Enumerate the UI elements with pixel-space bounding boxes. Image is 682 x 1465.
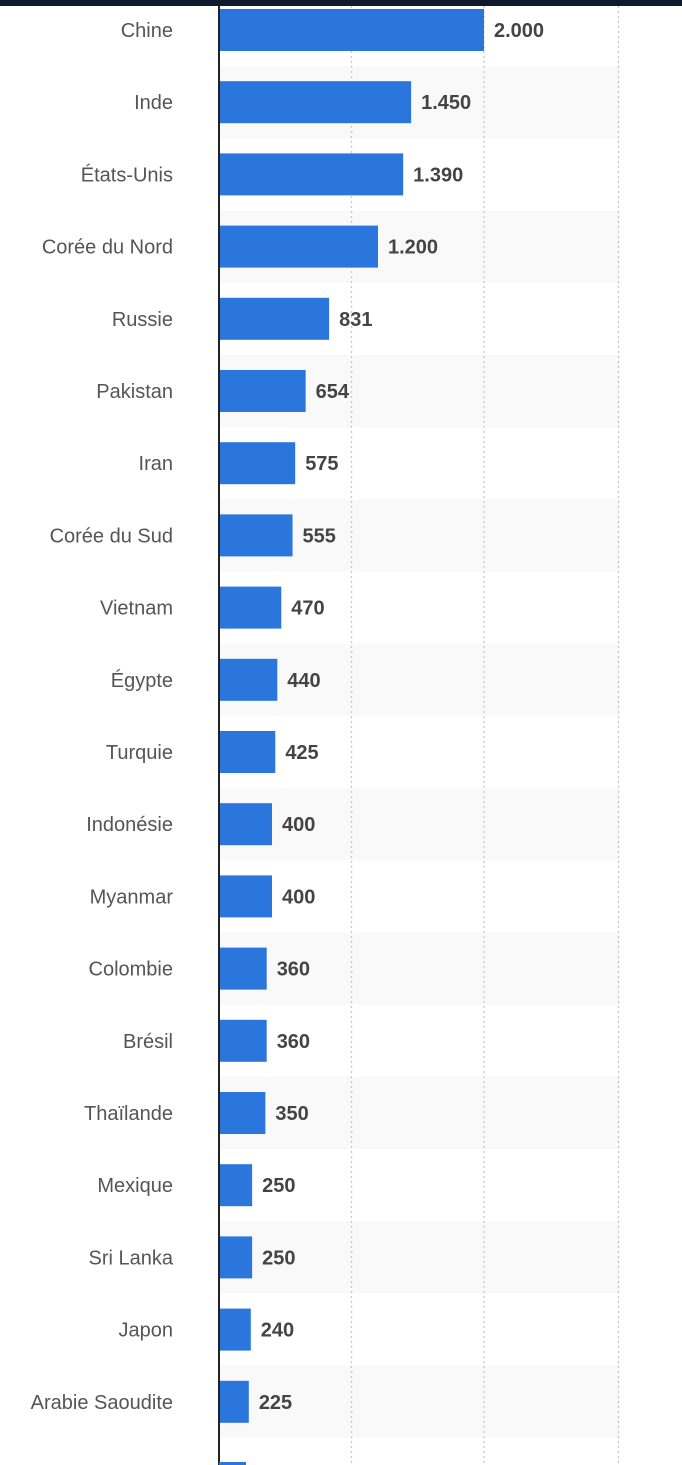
- bar-17: [219, 1236, 253, 1279]
- value-label-18: 240: [261, 1320, 294, 1342]
- category-label-13: Colombie: [89, 959, 173, 981]
- category-label-16: Mexique: [97, 1175, 173, 1197]
- value-label-1: 1.450: [421, 92, 471, 114]
- category-label-0: Chine: [121, 20, 173, 42]
- row-stripe: [219, 1076, 620, 1150]
- category-label-17: Sri Lanka: [89, 1247, 174, 1269]
- bars: [219, 9, 484, 1423]
- bar-10: [219, 731, 276, 773]
- category-label-10: Turquie: [106, 742, 173, 764]
- category-label-6: Iran: [139, 453, 173, 475]
- value-label-13: 360: [277, 959, 310, 981]
- bar-11: [219, 803, 272, 846]
- bar-18: [219, 1308, 251, 1351]
- value-label-0: 2.000: [494, 20, 544, 42]
- category-label-3: Corée du Nord: [42, 237, 173, 259]
- category-label-1: Inde: [134, 92, 173, 114]
- category-label-7: Corée du Sud: [50, 525, 173, 547]
- bar-4: [219, 297, 330, 340]
- value-label-6: 575: [305, 453, 338, 475]
- category-label-4: Russie: [112, 309, 173, 331]
- category-labels: Chine Inde États-Unis Corée du Nord Russie Pa…: [31, 20, 174, 1414]
- value-label-5: 654: [316, 381, 350, 403]
- bar-9: [219, 658, 278, 701]
- row-stripe: [219, 1221, 620, 1294]
- bar-2: [219, 153, 404, 196]
- category-label-15: Thaïlande: [84, 1103, 173, 1125]
- value-label-14: 360: [277, 1031, 310, 1053]
- bar-0: [219, 9, 484, 51]
- value-labels: 2.000 1.450 1.390 1.200 831 654 575 555 470 440 42…: [259, 20, 544, 1414]
- category-label-12: Myanmar: [90, 886, 174, 908]
- category-label-19: Arabie Saoudite: [31, 1392, 173, 1414]
- row-stripe: [219, 932, 620, 1005]
- bar-16: [219, 1164, 253, 1207]
- category-label-5: Pakistan: [96, 381, 173, 403]
- bar-7: [219, 514, 293, 557]
- category-label-11: Indonésie: [86, 814, 173, 836]
- value-label-12: 400: [282, 886, 315, 908]
- bar-19: [219, 1380, 249, 1423]
- value-label-10: 425: [285, 742, 318, 764]
- bar-5: [219, 370, 306, 412]
- bar-12: [219, 875, 272, 918]
- bar-8: [219, 586, 282, 629]
- category-label-8: Vietnam: [100, 598, 173, 620]
- value-label-7: 555: [303, 525, 336, 547]
- category-label-14: Brésil: [123, 1031, 173, 1053]
- gridlines: [350, 6, 620, 1465]
- value-label-2: 1.390: [413, 164, 463, 186]
- value-label-16: 250: [262, 1175, 295, 1197]
- bar-1: [219, 81, 412, 124]
- bar-15: [219, 1092, 266, 1134]
- row-stripes: [219, 66, 620, 1438]
- row-stripe: [219, 1365, 620, 1438]
- value-label-9: 440: [287, 670, 320, 692]
- value-label-8: 470: [291, 598, 324, 620]
- bar-14: [219, 1019, 267, 1062]
- bar-13: [219, 947, 267, 990]
- top-bar: [0, 0, 682, 6]
- row-stripe: [219, 788, 620, 861]
- bar-6: [219, 442, 296, 485]
- value-label-11: 400: [282, 814, 315, 836]
- category-label-2: États-Unis: [81, 163, 173, 186]
- value-label-19: 225: [259, 1392, 292, 1414]
- value-label-17: 250: [262, 1247, 295, 1269]
- category-label-18: Japon: [119, 1320, 174, 1342]
- partial-next-bar: [219, 1462, 246, 1465]
- bar-3: [219, 225, 378, 268]
- category-label-9: Égypte: [111, 669, 173, 692]
- value-label-3: 1.200: [388, 237, 438, 259]
- value-label-15: 350: [275, 1103, 308, 1125]
- value-label-4: 831: [339, 309, 372, 331]
- row-stripe: [219, 643, 620, 716]
